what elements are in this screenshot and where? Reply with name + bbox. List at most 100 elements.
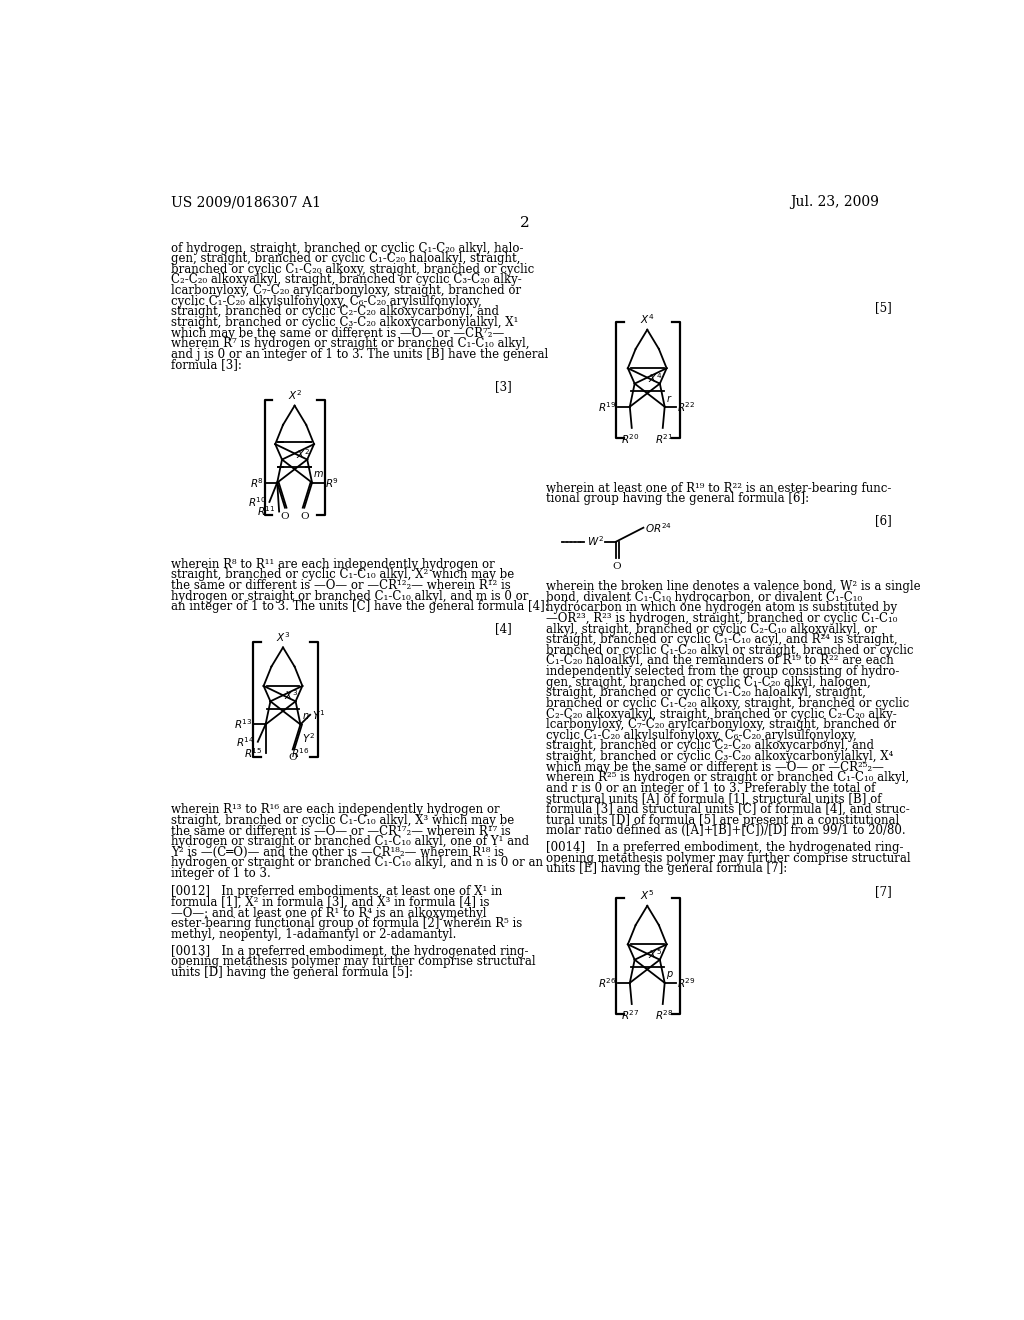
Text: opening metathesis polymer may further comprise structural: opening metathesis polymer may further c… xyxy=(171,956,536,969)
Text: $R^{22}$: $R^{22}$ xyxy=(677,400,695,413)
Text: gen, straight, branched or cyclic C₁-C₂₀ alkyl, halogen,: gen, straight, branched or cyclic C₁-C₂₀… xyxy=(547,676,871,689)
Text: —OR²³, R²³ is hydrogen, straight, branched or cyclic C₁-C₁₀: —OR²³, R²³ is hydrogen, straight, branch… xyxy=(547,612,898,624)
Text: [6]: [6] xyxy=(874,515,891,528)
Text: Y² is —(C═O)— and the other is —CR¹⁸₂— wherein R¹⁸ is: Y² is —(C═O)— and the other is —CR¹⁸₂— w… xyxy=(171,846,504,859)
Text: straight, branched or cyclic C₁-C₂₀ haloalkyl, straight,: straight, branched or cyclic C₁-C₂₀ halo… xyxy=(547,686,866,700)
Text: [3]: [3] xyxy=(495,380,512,393)
Text: straight, branched or cyclic C₁-C₁₀ alkyl, X³ which may be: straight, branched or cyclic C₁-C₁₀ alky… xyxy=(171,814,514,826)
Text: $X^4$: $X^4$ xyxy=(648,371,663,384)
Text: structural units [A] of formula [1], structural units [B] of: structural units [A] of formula [1], str… xyxy=(547,792,882,805)
Text: $OR^{24}$: $OR^{24}$ xyxy=(645,521,672,535)
Text: straight, branched or cyclic C₃-C₂₀ alkoxycarbonylalkyl, X⁴: straight, branched or cyclic C₃-C₂₀ alko… xyxy=(547,750,894,763)
Text: straight, branched or cyclic C₁-C₁₀ acyl, and R²⁴ is straight,: straight, branched or cyclic C₁-C₁₀ acyl… xyxy=(547,634,898,647)
Text: wherein R¹³ to R¹⁶ are each independently hydrogen or: wherein R¹³ to R¹⁶ are each independentl… xyxy=(171,804,500,816)
Text: tional group having the general formula [6]:: tional group having the general formula … xyxy=(547,492,810,506)
Text: [0012]   In preferred embodiments, at least one of X¹ in: [0012] In preferred embodiments, at leas… xyxy=(171,886,502,899)
Text: $X^2$: $X^2$ xyxy=(288,388,302,401)
Text: $n$: $n$ xyxy=(302,710,309,721)
Text: branched or cyclic C₁-C₂₀ alkyl or straight, branched or cyclic: branched or cyclic C₁-C₂₀ alkyl or strai… xyxy=(547,644,914,657)
Text: integer of 1 to 3.: integer of 1 to 3. xyxy=(171,867,270,880)
Text: $R^8$: $R^8$ xyxy=(251,475,264,490)
Text: and r is 0 or an integer of 1 to 3. Preferably the total of: and r is 0 or an integer of 1 to 3. Pref… xyxy=(547,781,876,795)
Text: $R^{10}$: $R^{10}$ xyxy=(248,495,266,508)
Text: and j is 0 or an integer of 1 to 3. The units [B] have the general: and j is 0 or an integer of 1 to 3. The … xyxy=(171,348,548,360)
Text: $R^{29}$: $R^{29}$ xyxy=(677,975,696,990)
Text: lcarbonyloxy, C₇-C₂₀ arylcarbonyloxy, straight, branched or: lcarbonyloxy, C₇-C₂₀ arylcarbonyloxy, st… xyxy=(547,718,897,731)
Text: wherein the broken line denotes a valence bond, W² is a single: wherein the broken line denotes a valenc… xyxy=(547,579,922,593)
Text: O: O xyxy=(289,754,297,763)
Text: hydrogen or straight or branched C₁-C₁₀ alkyl, and m is 0 or: hydrogen or straight or branched C₁-C₁₀ … xyxy=(171,590,528,603)
Text: straight, branched or cyclic C₁-C₁₀ alkyl, X² which may be: straight, branched or cyclic C₁-C₁₀ alky… xyxy=(171,569,514,581)
Text: $r$: $r$ xyxy=(666,393,673,404)
Text: wherein R⁷ is hydrogen or straight or branched C₁-C₁₀ alkyl,: wherein R⁷ is hydrogen or straight or br… xyxy=(171,337,529,350)
Text: O: O xyxy=(612,562,622,572)
Text: bond, divalent C₁-C₁₀ hydrocarbon, or divalent C₁-C₁₀: bond, divalent C₁-C₁₀ hydrocarbon, or di… xyxy=(547,590,862,603)
Text: ester-bearing functional group of formula [2] wherein R⁵ is: ester-bearing functional group of formul… xyxy=(171,917,522,931)
Text: of hydrogen, straight, branched or cyclic C₁-C₂₀ alkyl, halo-: of hydrogen, straight, branched or cycli… xyxy=(171,242,523,255)
Text: which may be the same or different is —O— or —CR⁷₂—: which may be the same or different is —O… xyxy=(171,326,504,339)
Text: $R^{19}$: $R^{19}$ xyxy=(598,400,617,413)
Text: C₁-C₂₀ haloalkyl, and the remainders of R¹⁹ to R²² are each: C₁-C₂₀ haloalkyl, and the remainders of … xyxy=(547,655,894,668)
Text: $R^{21}$: $R^{21}$ xyxy=(655,432,674,446)
Text: $X^2$: $X^2$ xyxy=(296,447,310,461)
Text: US 2009/0186307 A1: US 2009/0186307 A1 xyxy=(171,195,321,210)
Text: wherein R²⁵ is hydrogen or straight or branched C₁-C₁₀ alkyl,: wherein R²⁵ is hydrogen or straight or b… xyxy=(547,771,909,784)
Text: $R^{11}$: $R^{11}$ xyxy=(257,504,276,519)
Text: opening metathesis polymer may further comprise structural: opening metathesis polymer may further c… xyxy=(547,851,911,865)
Text: formula [3] and structural units [C] of formula [4], and struc-: formula [3] and structural units [C] of … xyxy=(547,803,910,816)
Text: wherein at least one of R¹⁹ to R²² is an ester-bearing func-: wherein at least one of R¹⁹ to R²² is an… xyxy=(547,482,892,495)
Text: $R^{20}$: $R^{20}$ xyxy=(621,432,640,446)
Text: [7]: [7] xyxy=(874,884,891,898)
Text: O: O xyxy=(281,512,289,520)
Text: units [D] having the general formula [5]:: units [D] having the general formula [5]… xyxy=(171,966,413,979)
Text: $R^{28}$: $R^{28}$ xyxy=(655,1008,674,1022)
Text: alkyl, straight, branched or cyclic C₂-C₁₀ alkoxyalkyl, or: alkyl, straight, branched or cyclic C₂-C… xyxy=(547,623,878,635)
Text: $Y^1$: $Y^1$ xyxy=(311,708,325,722)
Text: $X^3$: $X^3$ xyxy=(275,630,290,644)
Text: an integer of 1 to 3. The units [C] have the general formula [4]:: an integer of 1 to 3. The units [C] have… xyxy=(171,601,549,614)
Text: O: O xyxy=(300,512,308,520)
Text: Jul. 23, 2009: Jul. 23, 2009 xyxy=(791,195,879,210)
Text: $X^3$: $X^3$ xyxy=(284,689,298,702)
Text: straight, branched or cyclic C₂-C₂₀ alkoxycarbonyl, and: straight, branched or cyclic C₂-C₂₀ alko… xyxy=(171,305,499,318)
Text: [4]: [4] xyxy=(495,623,512,635)
Text: independently selected from the group consisting of hydro-: independently selected from the group co… xyxy=(547,665,900,678)
Text: $Y^2$: $Y^2$ xyxy=(302,731,315,744)
Text: gen, straight, branched or cyclic C₁-C₂₀ haloalkyl, straight,: gen, straight, branched or cyclic C₁-C₂₀… xyxy=(171,252,520,265)
Text: 2: 2 xyxy=(520,216,529,230)
Text: straight, branched or cyclic C₃-C₂₀ alkoxycarbonylalkyl, X¹: straight, branched or cyclic C₃-C₂₀ alko… xyxy=(171,315,518,329)
Text: $W^2$: $W^2$ xyxy=(587,535,604,548)
Text: lcarbonyloxy, C₇-C₂₀ arylcarbonyloxy, straight, branched or: lcarbonyloxy, C₇-C₂₀ arylcarbonyloxy, st… xyxy=(171,284,521,297)
Text: $R^{15}$: $R^{15}$ xyxy=(244,746,262,760)
Text: cyclic C₁-C₂₀ alkylsulfonyloxy, C₆-C₂₀ arylsulfonyloxy,: cyclic C₁-C₂₀ alkylsulfonyloxy, C₆-C₂₀ a… xyxy=(171,294,481,308)
Text: molar ratio defined as ([A]+[B]+[C])/[D] from 99/1 to 20/80.: molar ratio defined as ([A]+[B]+[C])/[D]… xyxy=(547,825,906,837)
Text: hydrocarbon in which one hydrogen atom is substituted by: hydrocarbon in which one hydrogen atom i… xyxy=(547,602,898,614)
Text: $X^4$: $X^4$ xyxy=(640,312,654,326)
Text: [0013]   In a preferred embodiment, the hydrogenated ring-: [0013] In a preferred embodiment, the hy… xyxy=(171,945,528,958)
Text: $R^{14}$: $R^{14}$ xyxy=(236,735,255,748)
Text: $p$: $p$ xyxy=(666,969,674,981)
Text: methyl, neopentyl, 1-adamantyl or 2-adamantyl.: methyl, neopentyl, 1-adamantyl or 2-adam… xyxy=(171,928,456,941)
Text: the same or different is —O— or —CR¹⁷₂— wherein R¹⁷ is: the same or different is —O— or —CR¹⁷₂— … xyxy=(171,825,510,838)
Text: branched or cyclic C₁-C₂₀ alkoxy, straight, branched or cyclic: branched or cyclic C₁-C₂₀ alkoxy, straig… xyxy=(547,697,909,710)
Text: $R^9$: $R^9$ xyxy=(325,475,339,490)
Text: $R^{13}$: $R^{13}$ xyxy=(234,718,253,731)
Text: tural units [D] of formula [5] are present in a constitutional: tural units [D] of formula [5] are prese… xyxy=(547,814,900,826)
Text: —O—; and at least one of R¹ to R⁴ is an alkoxymethyl: —O—; and at least one of R¹ to R⁴ is an … xyxy=(171,907,486,920)
Text: which may be the same or different is —O— or —CR²⁵₂—: which may be the same or different is —O… xyxy=(547,760,885,774)
Text: [5]: [5] xyxy=(874,301,891,314)
Text: $m$: $m$ xyxy=(313,469,325,479)
Text: formula [3]:: formula [3]: xyxy=(171,359,242,371)
Text: C₂-C₂₀ alkoxyalkyl, straight, branched or cyclic C₃-C₂₀ alky-: C₂-C₂₀ alkoxyalkyl, straight, branched o… xyxy=(171,273,521,286)
Text: $X^5$: $X^5$ xyxy=(648,946,663,961)
Text: C₂-C₂₀ alkoxyalkyl, straight, branched or cyclic C₂-C₂₀ alky-: C₂-C₂₀ alkoxyalkyl, straight, branched o… xyxy=(547,708,897,721)
Text: hydrogen or straight or branched C₁-C₁₀ alkyl, and n is 0 or an: hydrogen or straight or branched C₁-C₁₀ … xyxy=(171,857,543,870)
Text: branched or cyclic C₁-C₂₀ alkoxy, straight, branched or cyclic: branched or cyclic C₁-C₂₀ alkoxy, straig… xyxy=(171,263,534,276)
Text: wherein R⁸ to R¹¹ are each independently hydrogen or: wherein R⁸ to R¹¹ are each independently… xyxy=(171,558,495,570)
Text: cyclic C₁-C₂₀ alkylsulfonyloxy, C₆-C₂₀ arylsulfonyloxy,: cyclic C₁-C₂₀ alkylsulfonyloxy, C₆-C₂₀ a… xyxy=(547,729,857,742)
Text: $R^{27}$: $R^{27}$ xyxy=(621,1008,640,1022)
Text: $X^5$: $X^5$ xyxy=(640,888,654,902)
Text: the same or different is —O— or —CR¹²₂— wherein R¹² is: the same or different is —O— or —CR¹²₂— … xyxy=(171,579,510,591)
Text: [0014]   In a preferred embodiment, the hydrogenated ring-: [0014] In a preferred embodiment, the hy… xyxy=(547,841,904,854)
Text: hydrogen or straight or branched C₁-C₁₀ alkyl, one of Y¹ and: hydrogen or straight or branched C₁-C₁₀ … xyxy=(171,836,528,849)
